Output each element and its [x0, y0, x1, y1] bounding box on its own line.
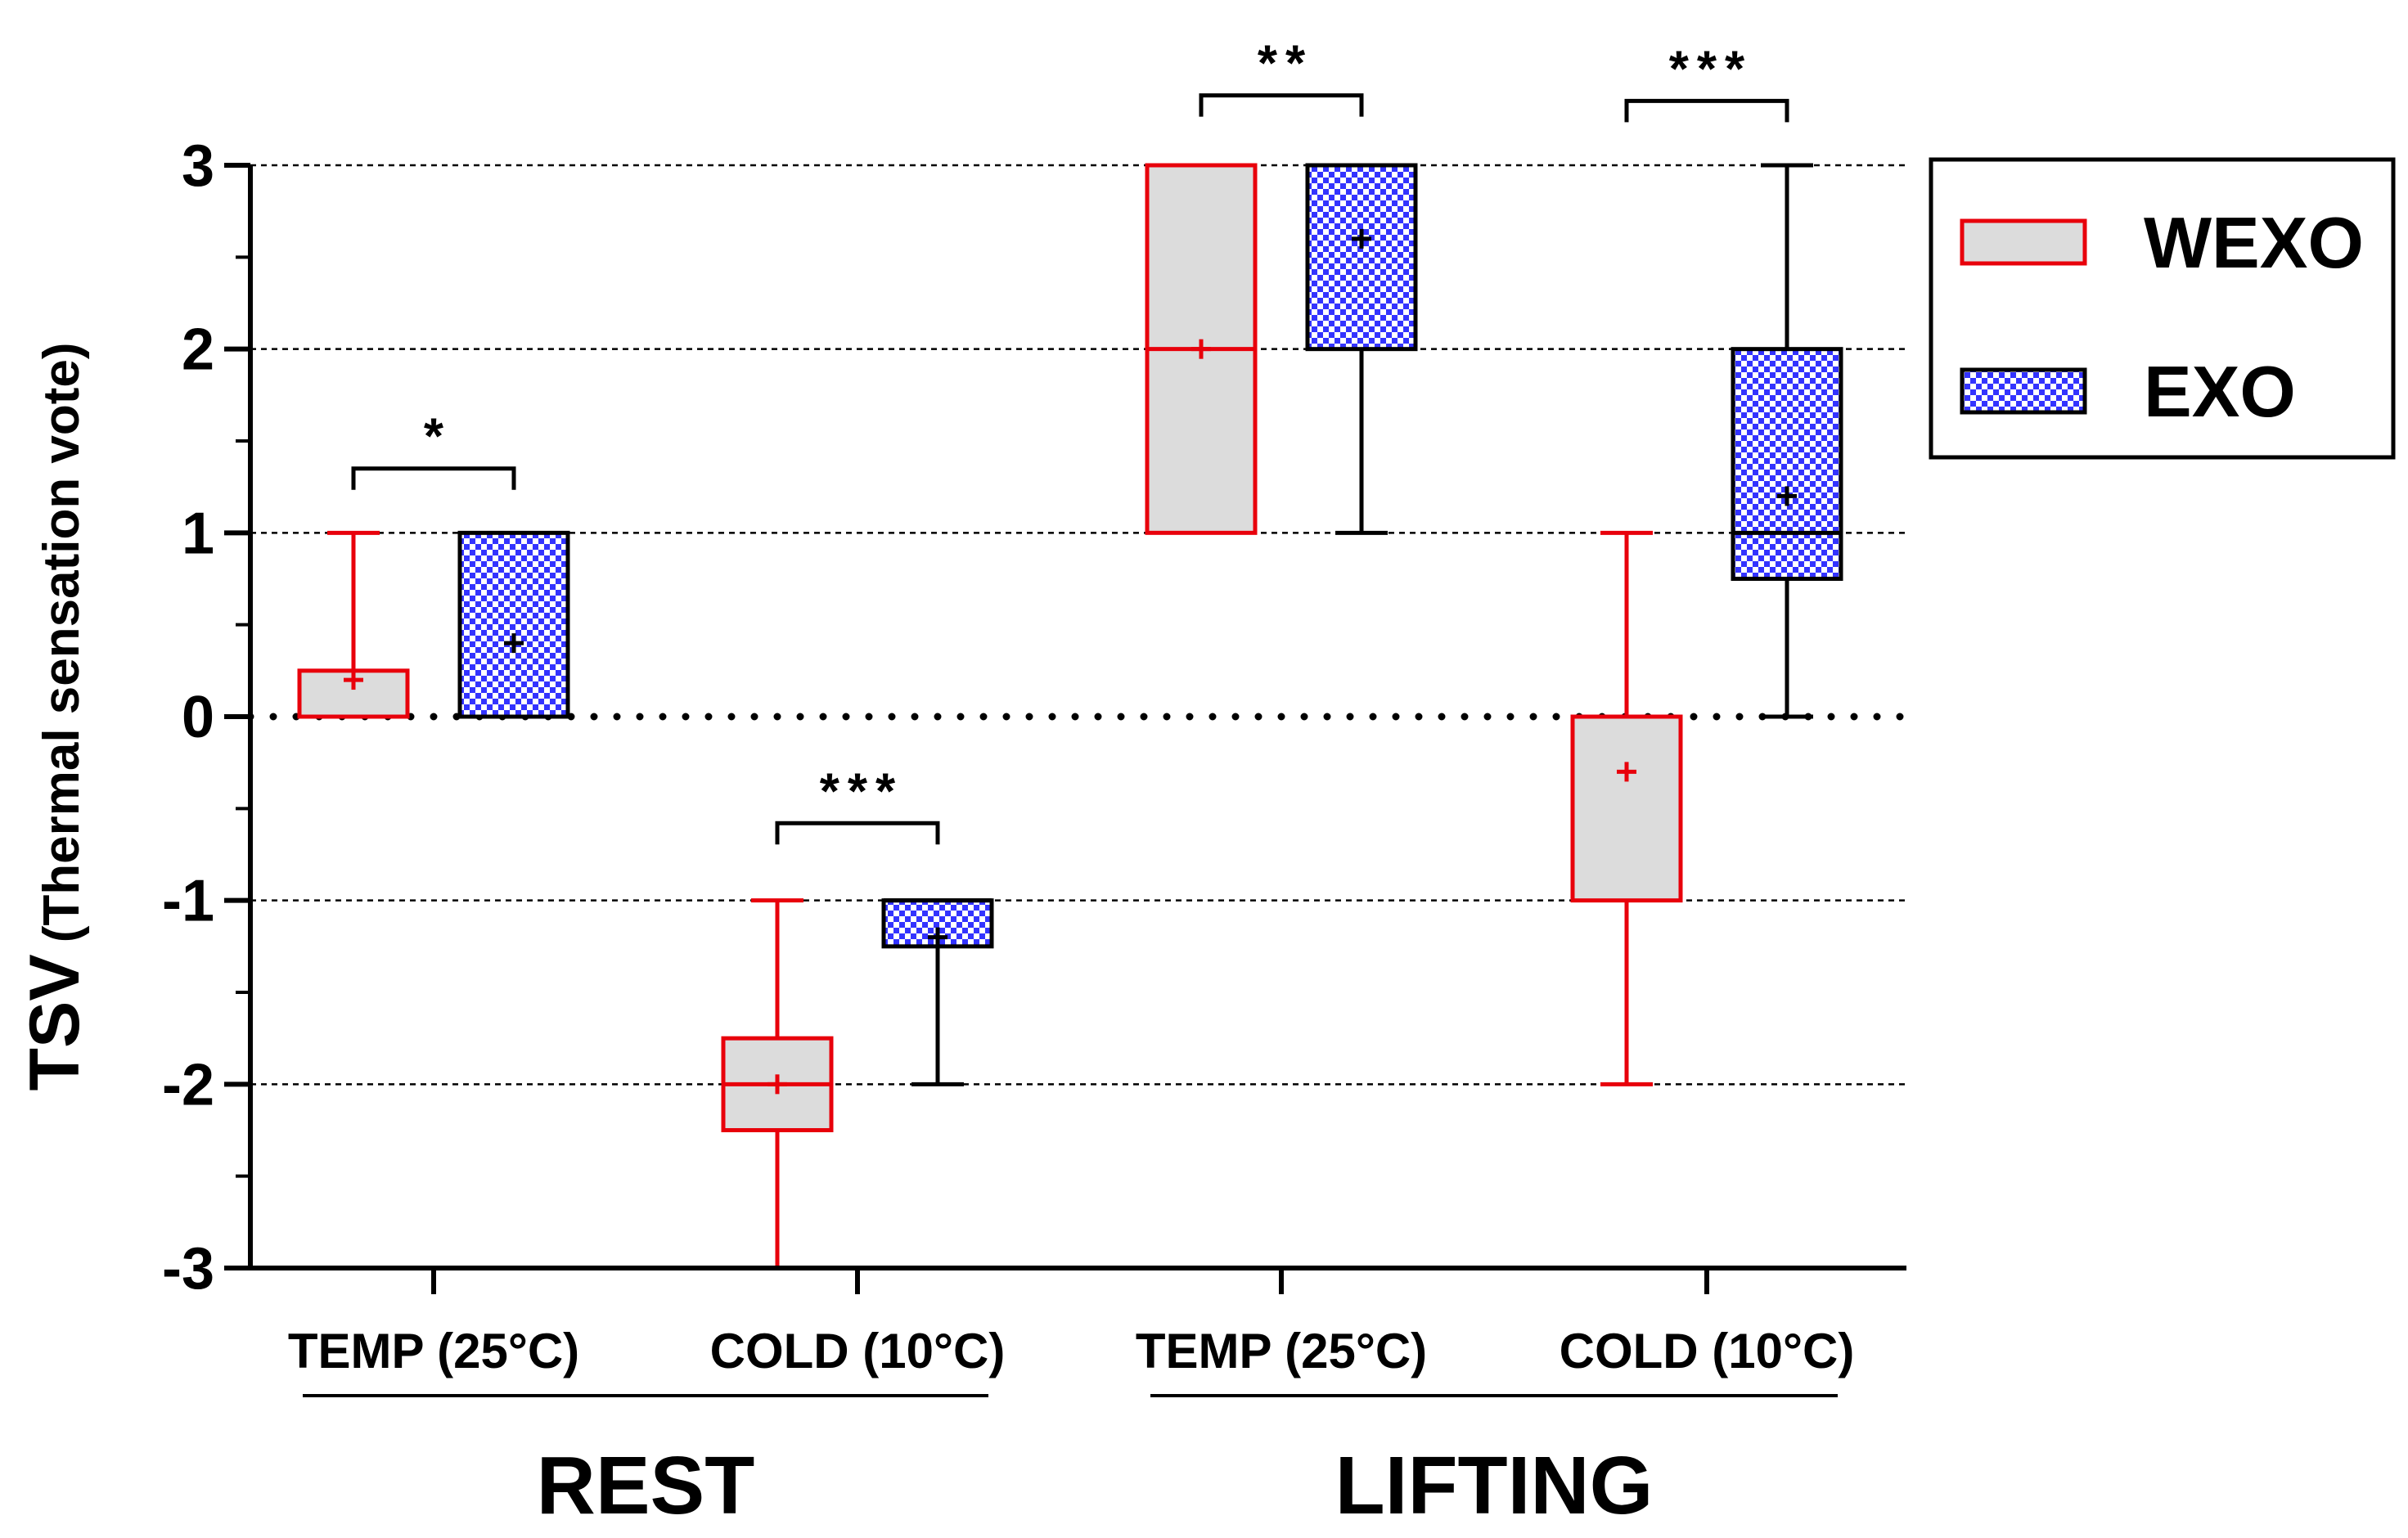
y-axis-label: TSV (Thermal sensation vote) — [16, 342, 94, 1091]
y-tick-label: 0 — [182, 685, 214, 750]
y-tick-label: 2 — [182, 317, 214, 383]
significance-marker: *** — [820, 763, 903, 820]
legend-frame — [1929, 157, 2396, 460]
y-axis-label-main: TSV — [16, 954, 94, 1091]
y-tick-label: 3 — [182, 133, 214, 199]
y-axis-label-sub: (Thermal sensation vote) — [34, 342, 90, 942]
boxes-layer — [297, 163, 1843, 1270]
legend-label-wexo: WEXO — [2144, 202, 2364, 283]
significance-marker: * — [424, 409, 452, 465]
legend: WEXO EXO — [1929, 157, 2396, 460]
legend-label-exo: EXO — [2144, 351, 2296, 432]
y-tick-label: -2 — [162, 1052, 214, 1118]
axes-layer — [224, 163, 1906, 1294]
wexo-box-1 — [721, 898, 834, 1270]
exo-box-0 — [457, 530, 570, 719]
box-body — [457, 530, 570, 719]
x-tick-label: COLD (10°C) — [1560, 1324, 1855, 1378]
labels-layer: 3 2 1 0 -1 -2 -3 TEMP (25°C) COLD (10°C) TEMP (25… — [16, 36, 1854, 1531]
significance-marker: *** — [1669, 41, 1753, 97]
significance-bracket — [775, 821, 940, 845]
y-tick-label: -3 — [162, 1236, 214, 1302]
wexo-box-3 — [1570, 530, 1683, 1086]
legend-swatch-exo — [1960, 367, 2087, 415]
box-body — [1305, 163, 1418, 352]
significance-bracket — [1624, 98, 1789, 123]
box-body — [1731, 347, 1843, 581]
exo-box-1 — [881, 898, 994, 1086]
y-tick-label: -1 — [162, 869, 214, 934]
legend-swatch-wexo — [1960, 218, 2087, 266]
significance-bracket — [1199, 93, 1364, 117]
group-label: LIFTING — [1335, 1440, 1654, 1531]
x-tick-label: TEMP (25°C) — [1136, 1324, 1427, 1378]
group-label: REST — [537, 1440, 755, 1531]
wexo-box-2 — [1145, 163, 1258, 535]
x-tick-label: COLD (10°C) — [710, 1324, 1006, 1378]
significance-marker: ** — [1258, 36, 1313, 92]
exo-box-2 — [1305, 163, 1418, 535]
x-tick-label: TEMP (25°C) — [288, 1324, 579, 1378]
box-body — [1570, 714, 1683, 903]
significance-bracket — [351, 466, 516, 490]
wexo-box-0 — [297, 530, 410, 719]
y-tick-label: 1 — [182, 501, 214, 566]
exo-box-3 — [1731, 163, 1843, 719]
